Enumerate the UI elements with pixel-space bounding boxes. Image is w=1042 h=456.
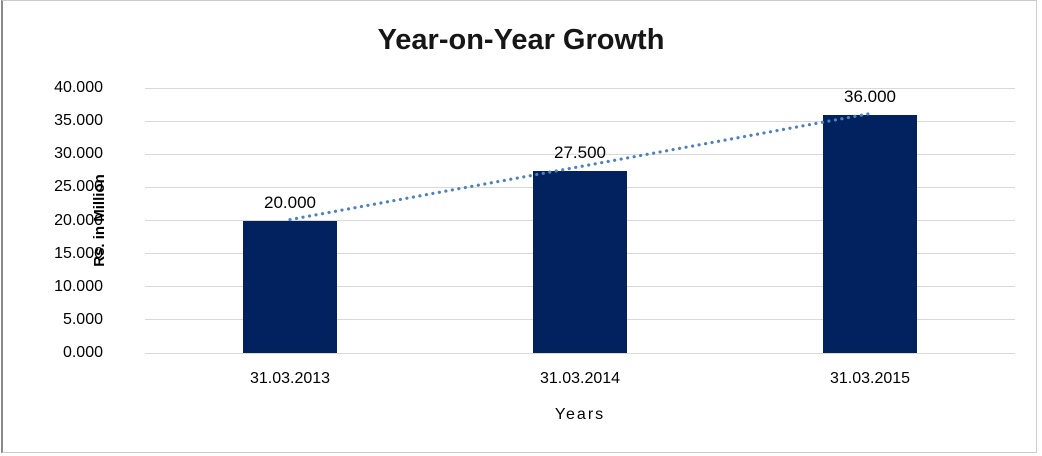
y-tick-label: 30.000 [54, 145, 103, 163]
x-tick-label: 31.03.2014 [539, 370, 621, 387]
x-axis-title: Years [554, 406, 606, 423]
bar [533, 170, 627, 353]
y-tick-label: 15.000 [54, 244, 103, 262]
bar-value-label: 20.000 [264, 192, 316, 212]
y-tick-label: 0.000 [62, 344, 103, 361]
bar-value-label: 36.000 [844, 86, 896, 106]
bar-value-label: 27.500 [554, 142, 606, 162]
x-tick-label: 31.03.2013 [249, 370, 331, 387]
bar [243, 220, 337, 353]
y-tick-label: 20.000 [54, 211, 103, 229]
gridline [145, 87, 1015, 89]
x-tick-label: 31.03.2015 [829, 370, 911, 387]
y-tick-label: 25.000 [54, 178, 103, 196]
y-tick-label: 10.000 [54, 277, 103, 295]
y-tick-label: 5.000 [62, 310, 103, 328]
gridline [145, 352, 1015, 354]
chart-title: Year-on-Year Growth [377, 24, 665, 56]
bar [823, 114, 917, 353]
y-tick-label: 40.000 [54, 79, 103, 96]
plot-area: Rs. in Million 0.000 5.000 10.000 15.000 20.… [54, 79, 1015, 423]
y-tick-label: 35.000 [54, 112, 103, 130]
